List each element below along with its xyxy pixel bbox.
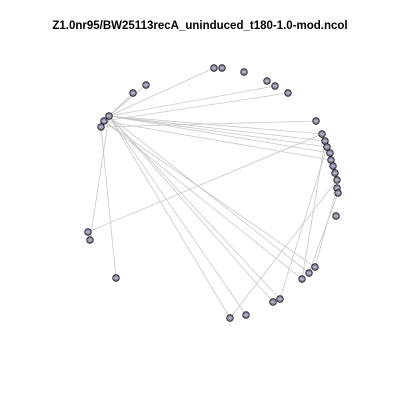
graph-edge (108, 115, 331, 154)
graph-node (334, 189, 342, 197)
graph-node (298, 275, 306, 283)
graph-node (100, 117, 108, 125)
graph-node (318, 130, 326, 138)
graph-node (86, 236, 94, 244)
graph-node (269, 298, 277, 306)
graph-node (311, 263, 319, 271)
graph-node (312, 117, 320, 125)
graph-node (332, 212, 340, 220)
graph-edge (108, 115, 247, 316)
graph-edge (103, 92, 289, 122)
graph-edge (100, 126, 117, 279)
graph-node (240, 68, 248, 76)
graph-edge (103, 120, 303, 280)
graph-edge (108, 115, 323, 135)
graph-node (263, 77, 271, 85)
edges-layer (87, 67, 339, 319)
graph-node (129, 89, 137, 97)
graph-edge (89, 115, 110, 241)
graph-edge (108, 115, 310, 274)
graph-edge (103, 120, 316, 268)
graph-node (210, 64, 218, 72)
graph-node (84, 228, 92, 236)
graph-node (331, 169, 339, 177)
graph-edge (314, 187, 338, 268)
graph-node (321, 137, 329, 145)
graph-node (271, 82, 279, 90)
graph-node (97, 123, 105, 131)
graph-edge (229, 179, 338, 319)
graph-edge (108, 115, 231, 319)
graph-edge (108, 85, 276, 117)
graph-edge (108, 115, 326, 142)
graph-edge (108, 115, 274, 303)
graph-node (218, 64, 226, 72)
graph-edge (103, 120, 332, 161)
graph-node (142, 81, 150, 89)
graph-node (105, 112, 113, 120)
graph-edge (108, 115, 328, 148)
graph-edge (279, 146, 328, 300)
graph-edge (108, 67, 215, 117)
graph-edge (100, 120, 317, 128)
graph-node (242, 311, 250, 319)
graph-node (323, 143, 331, 151)
graph-node (329, 162, 337, 170)
graph-node (226, 314, 234, 322)
graph-edge (308, 192, 339, 274)
graph-node (284, 89, 292, 97)
graph-title: Z1.0nr95/BW25113recA_uninduced_t180-1.0-… (52, 20, 348, 32)
graph-node (112, 274, 120, 282)
graph-node (333, 176, 341, 184)
graph-edge (108, 115, 281, 300)
graph-node (305, 269, 313, 277)
graph-edge (108, 84, 147, 117)
graph-edge (301, 140, 326, 280)
graph-node (326, 149, 334, 157)
nodes-layer (84, 64, 342, 322)
graph-node (327, 156, 335, 164)
graph-edge (87, 133, 323, 233)
graph-node (276, 295, 284, 303)
